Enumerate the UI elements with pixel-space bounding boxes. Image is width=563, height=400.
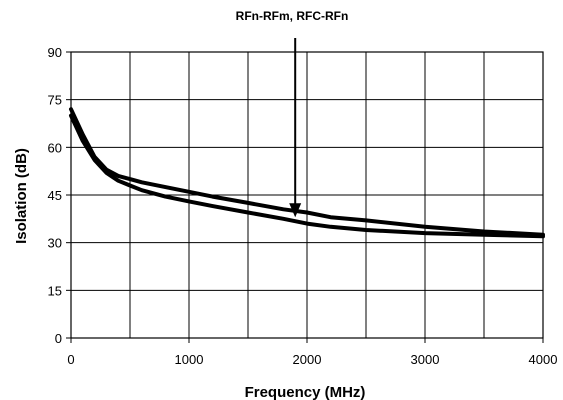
tick-labels: 0 15 30 45 60 75 90 0 1000 2000 3000 4000	[48, 45, 558, 367]
annotation-arrow-head	[289, 203, 302, 218]
y-tick-label: 60	[48, 140, 62, 155]
x-tick-label: 2000	[293, 352, 322, 367]
x-tick-label: 3000	[411, 352, 440, 367]
series-group	[69, 107, 545, 239]
y-tick-label: 90	[48, 45, 62, 60]
annotation-label: RFn-RFm, RFC-RFn	[236, 9, 349, 23]
series-line-2	[69, 113, 545, 239]
x-tick-label: 1000	[175, 352, 204, 367]
annotation: RFn-RFm, RFC-RFn	[236, 9, 349, 218]
y-tick-label: 0	[55, 331, 62, 346]
y-tick-label: 45	[48, 188, 62, 203]
y-tick-label: 30	[48, 236, 62, 251]
x-tick-label: 4000	[529, 352, 558, 367]
x-tick-label: 0	[67, 352, 74, 367]
x-axis-title: Frequency (MHz)	[245, 384, 366, 400]
y-tick-label: 15	[48, 283, 62, 298]
axes	[66, 51, 544, 343]
grid	[70, 51, 544, 339]
series-line-1	[69, 107, 545, 237]
y-tick-label: 75	[48, 93, 62, 108]
y-axis-title: Isolation (dB)	[13, 148, 30, 244]
